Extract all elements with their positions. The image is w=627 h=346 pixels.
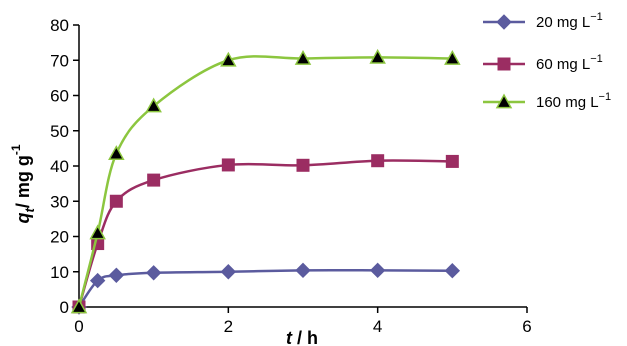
data-point bbox=[445, 154, 459, 168]
series-1 bbox=[71, 262, 461, 315]
x-axis-sep: / bbox=[292, 328, 307, 346]
x-tick-label: 6 bbox=[522, 317, 531, 336]
legend: 20 mg L−1 60 mg L−1 160 mg L−1 bbox=[483, 11, 611, 111]
x-tick-label: 0 bbox=[74, 317, 83, 336]
series-line bbox=[77, 55, 453, 308]
legend-entry: 20 mg L−1 bbox=[483, 11, 603, 31]
legend-label: 60 mg L−1 bbox=[536, 53, 603, 73]
legend-marker bbox=[497, 57, 511, 71]
x-tick-label: 2 bbox=[224, 317, 233, 336]
y-tick-label: 80 bbox=[50, 16, 69, 35]
legend-label: 160 mg L−1 bbox=[536, 91, 611, 111]
y-tick-label: 0 bbox=[60, 298, 69, 317]
x-axis-var: t bbox=[286, 328, 293, 346]
data-point bbox=[108, 145, 125, 161]
data-point bbox=[220, 264, 237, 280]
y-axis-var: q bbox=[13, 213, 33, 224]
y-axis-sep: / bbox=[13, 198, 33, 208]
y-axis-unit-sup: -1 bbox=[9, 144, 23, 155]
data-point bbox=[369, 48, 386, 64]
y-tick-label: 70 bbox=[50, 51, 69, 70]
y-tick-label: 20 bbox=[50, 228, 69, 247]
data-point bbox=[294, 49, 312, 65]
y-axis-unit: mg g bbox=[13, 155, 33, 198]
data-point bbox=[145, 97, 162, 113]
y-tick-label: 10 bbox=[50, 263, 69, 282]
series-layer bbox=[70, 48, 461, 315]
series-2 bbox=[72, 154, 459, 314]
legend-entry: 60 mg L−1 bbox=[483, 53, 603, 73]
legend-label: 20 mg L−1 bbox=[536, 11, 603, 31]
y-tick-label: 60 bbox=[50, 87, 69, 106]
y-axis-var-sub: t bbox=[22, 208, 37, 213]
data-point bbox=[220, 51, 237, 67]
legend-marker bbox=[495, 93, 513, 109]
data-point bbox=[295, 262, 311, 279]
y-axis-title: qt/ mg g-1 bbox=[9, 144, 37, 223]
x-tick-label: 4 bbox=[373, 317, 382, 336]
x-axis-unit: h bbox=[307, 328, 318, 346]
data-point bbox=[70, 298, 88, 314]
data-point bbox=[89, 272, 106, 289]
y-tick-label: 50 bbox=[50, 122, 69, 141]
legend-marker bbox=[496, 14, 512, 30]
series-line bbox=[77, 268, 453, 308]
ticks: 0 10 20 30 40 50 60 70 80 0 2 4 6 bbox=[50, 16, 532, 336]
legend-entry: 160 mg L−1 bbox=[483, 91, 611, 111]
y-tick-label: 30 bbox=[50, 192, 69, 211]
data-point bbox=[109, 194, 123, 208]
data-point bbox=[108, 267, 125, 283]
y-tick-label: 40 bbox=[50, 157, 69, 176]
data-point bbox=[147, 173, 161, 187]
series-3 bbox=[70, 48, 461, 314]
data-point bbox=[369, 262, 386, 279]
data-point bbox=[89, 224, 106, 240]
data-point bbox=[444, 49, 461, 65]
x-axis-title: t / h bbox=[286, 328, 318, 346]
data-point bbox=[371, 154, 385, 168]
data-point bbox=[296, 158, 310, 172]
data-point bbox=[221, 158, 235, 172]
data-point bbox=[444, 262, 461, 279]
data-point bbox=[145, 265, 162, 281]
series-line bbox=[77, 159, 453, 308]
